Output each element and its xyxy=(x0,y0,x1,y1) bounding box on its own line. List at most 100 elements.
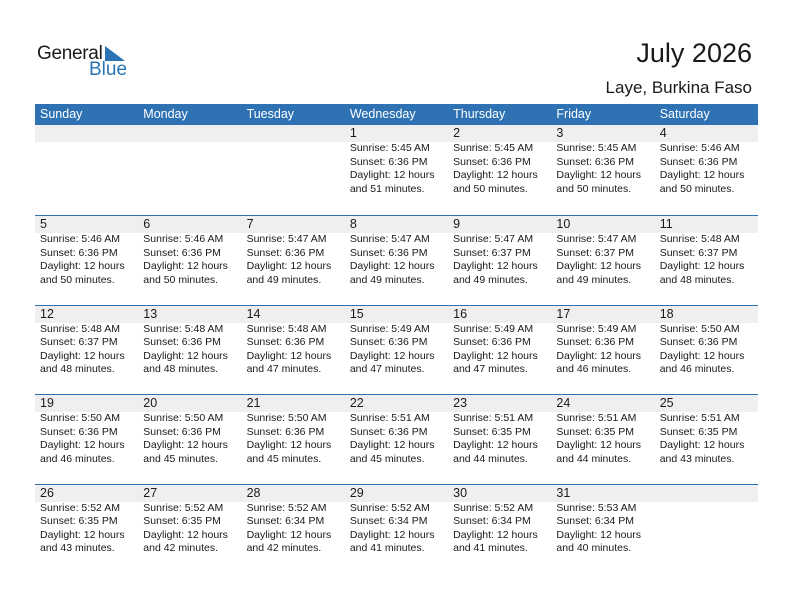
daylight-minutes-text: and 50 minutes. xyxy=(143,273,218,286)
daylight-minutes-text: and 49 minutes. xyxy=(453,273,528,286)
daylight-text: Daylight: 12 hours xyxy=(143,439,228,452)
day-number: 17 xyxy=(551,305,655,323)
daylight-minutes-text: and 47 minutes. xyxy=(349,363,425,376)
daylight-minutes-text: and 49 minutes. xyxy=(349,273,425,286)
daylight-minutes-text: and 50 minutes. xyxy=(556,182,632,195)
sunrise-text: Sunrise: 5:47 AM xyxy=(246,233,327,245)
daylight-text: Daylight: 12 hours xyxy=(143,528,228,541)
day-cell: 7 Sunrise: 5:47 AM Sunset: 6:36 PM Daylight… xyxy=(241,216,345,305)
day-cell: 12 Sunrise: 5:48 AM Sunset: 6:37 PM Dayligh… xyxy=(35,305,139,395)
daylight-minutes-text: and 48 minutes. xyxy=(659,273,735,286)
daylight-minutes-text: and 48 minutes. xyxy=(143,363,218,376)
sunrise-text: Sunrise: 5:48 AM xyxy=(143,322,224,335)
sunset-text: Sunset: 6:36 PM xyxy=(246,425,325,438)
day-cell: 31 Sunrise: 5:53 AM Sunset: 6:34 PM Dayligh… xyxy=(551,484,655,574)
sunrise-text: Sunrise: 5:45 AM xyxy=(349,142,430,154)
day-number: 28 xyxy=(241,484,345,502)
sunset-text: Sunset: 6:36 PM xyxy=(143,336,221,349)
sunrise-text: Sunrise: 5:51 AM xyxy=(556,412,637,424)
sunset-text: Sunset: 6:36 PM xyxy=(659,336,738,349)
daylight-text: Daylight: 12 hours xyxy=(246,528,332,541)
weekday-sunday: Sunday xyxy=(40,107,83,121)
weekday-wednesday: Wednesday xyxy=(349,107,416,121)
daylight-text: Daylight: 12 hours xyxy=(246,260,332,273)
daylight-text: Daylight: 12 hours xyxy=(659,169,745,182)
empty-cell xyxy=(35,125,139,215)
daylight-minutes-text: and 50 minutes. xyxy=(659,182,735,195)
daylight-text: Daylight: 12 hours xyxy=(40,528,125,541)
daylight-minutes-text: and 44 minutes. xyxy=(556,452,632,465)
day-cell: 17 Sunrise: 5:49 AM Sunset: 6:36 PM Dayligh… xyxy=(551,305,655,395)
sunrise-text: Sunrise: 5:49 AM xyxy=(453,322,534,335)
sunrise-text: Sunrise: 5:47 AM xyxy=(453,233,534,245)
page-title: July 2026 xyxy=(636,38,752,68)
sunrise-text: Sunrise: 5:49 AM xyxy=(556,322,637,335)
daylight-minutes-text: and 48 minutes. xyxy=(40,363,115,376)
day-cell: 4 Sunrise: 5:46 AM Sunset: 6:36 PM Daylight… xyxy=(654,125,758,215)
sunset-text: Sunset: 6:34 PM xyxy=(349,515,428,528)
day-number: 10 xyxy=(551,216,655,233)
sunset-text: Sunset: 6:36 PM xyxy=(349,155,428,168)
day-number: 27 xyxy=(138,484,242,502)
sunrise-text: Sunrise: 5:52 AM xyxy=(246,501,327,514)
sunrise-text: Sunrise: 5:46 AM xyxy=(659,142,740,154)
day-cell: 24 Sunrise: 5:51 AM Sunset: 6:35 PM Dayligh… xyxy=(551,395,655,484)
daylight-minutes-text: and 43 minutes. xyxy=(659,452,735,465)
day-number: 7 xyxy=(241,216,345,233)
day-number: 6 xyxy=(138,216,242,233)
sunset-text: Sunset: 6:36 PM xyxy=(349,246,428,259)
day-number: 18 xyxy=(654,305,758,323)
sunrise-text: Sunrise: 5:50 AM xyxy=(246,412,327,424)
logo-triangle-icon xyxy=(105,46,125,61)
daylight-minutes-text: and 45 minutes. xyxy=(246,452,322,465)
day-cell: 27 Sunrise: 5:52 AM Sunset: 6:35 PM Dayligh… xyxy=(138,484,242,574)
sunset-text: Sunset: 6:36 PM xyxy=(453,336,531,349)
day-cell: 10 Sunrise: 5:47 AM Sunset: 6:37 PM Dayligh… xyxy=(551,216,655,305)
day-cell: 5 Sunrise: 5:46 AM Sunset: 6:36 PM Daylight… xyxy=(35,216,139,305)
day-cell: 6 Sunrise: 5:46 AM Sunset: 6:36 PM Daylight… xyxy=(138,216,242,305)
daylight-minutes-text: and 46 minutes. xyxy=(659,363,735,376)
sunrise-text: Sunrise: 5:52 AM xyxy=(453,501,534,514)
sunrise-text: Sunrise: 5:48 AM xyxy=(659,233,740,245)
day-cell: 18 Sunrise: 5:50 AM Sunset: 6:36 PM Dayligh… xyxy=(654,305,758,395)
sunrise-text: Sunrise: 5:46 AM xyxy=(143,233,224,245)
day-number: 16 xyxy=(448,305,552,323)
day-number: 30 xyxy=(448,484,552,502)
sunset-text: Sunset: 6:36 PM xyxy=(246,246,325,259)
day-number: 2 xyxy=(448,125,552,142)
day-cell: 14 Sunrise: 5:48 AM Sunset: 6:36 PM Dayligh… xyxy=(241,305,345,395)
daylight-text: Daylight: 12 hours xyxy=(556,260,642,273)
sunrise-text: Sunrise: 5:51 AM xyxy=(453,412,534,424)
sunrise-text: Sunrise: 5:48 AM xyxy=(40,322,120,335)
day-number xyxy=(35,125,139,142)
day-cell: 15 Sunrise: 5:49 AM Sunset: 6:36 PM Dayligh… xyxy=(344,305,449,395)
day-number: 21 xyxy=(241,395,345,412)
daylight-text: Daylight: 12 hours xyxy=(349,349,435,362)
weekday-saturday: Saturday xyxy=(659,107,710,121)
daylight-minutes-text: and 42 minutes. xyxy=(246,542,322,555)
daylight-minutes-text: and 42 minutes. xyxy=(143,542,218,555)
daylight-text: Daylight: 12 hours xyxy=(40,349,125,362)
logo-general-text: General xyxy=(37,43,103,64)
sunrise-text: Sunrise: 5:50 AM xyxy=(659,322,740,335)
daylight-text: Daylight: 12 hours xyxy=(659,439,745,452)
day-number: 24 xyxy=(551,395,655,412)
sunrise-text: Sunrise: 5:45 AM xyxy=(453,142,534,154)
sunrise-text: Sunrise: 5:46 AM xyxy=(40,233,120,245)
day-cell: 9 Sunrise: 5:47 AM Sunset: 6:37 PM Daylight… xyxy=(448,216,552,305)
day-number: 26 xyxy=(35,484,139,502)
daylight-text: Daylight: 12 hours xyxy=(659,260,745,273)
day-cell: 13 Sunrise: 5:48 AM Sunset: 6:36 PM Dayligh… xyxy=(138,305,242,395)
sunset-text: Sunset: 6:36 PM xyxy=(349,425,428,438)
daylight-text: Daylight: 12 hours xyxy=(40,439,125,452)
sunset-text: Sunset: 6:35 PM xyxy=(143,515,221,528)
sunset-text: Sunset: 6:36 PM xyxy=(556,155,635,168)
daylight-text: Daylight: 12 hours xyxy=(453,528,538,541)
day-number xyxy=(241,125,345,142)
daylight-minutes-text: and 46 minutes. xyxy=(40,452,115,465)
day-cell: 25 Sunrise: 5:51 AM Sunset: 6:35 PM Dayligh… xyxy=(654,395,758,484)
sunrise-text: Sunrise: 5:51 AM xyxy=(659,412,740,424)
daylight-text: Daylight: 12 hours xyxy=(246,349,332,362)
day-number: 9 xyxy=(448,216,552,233)
daylight-minutes-text: and 50 minutes. xyxy=(40,273,115,286)
